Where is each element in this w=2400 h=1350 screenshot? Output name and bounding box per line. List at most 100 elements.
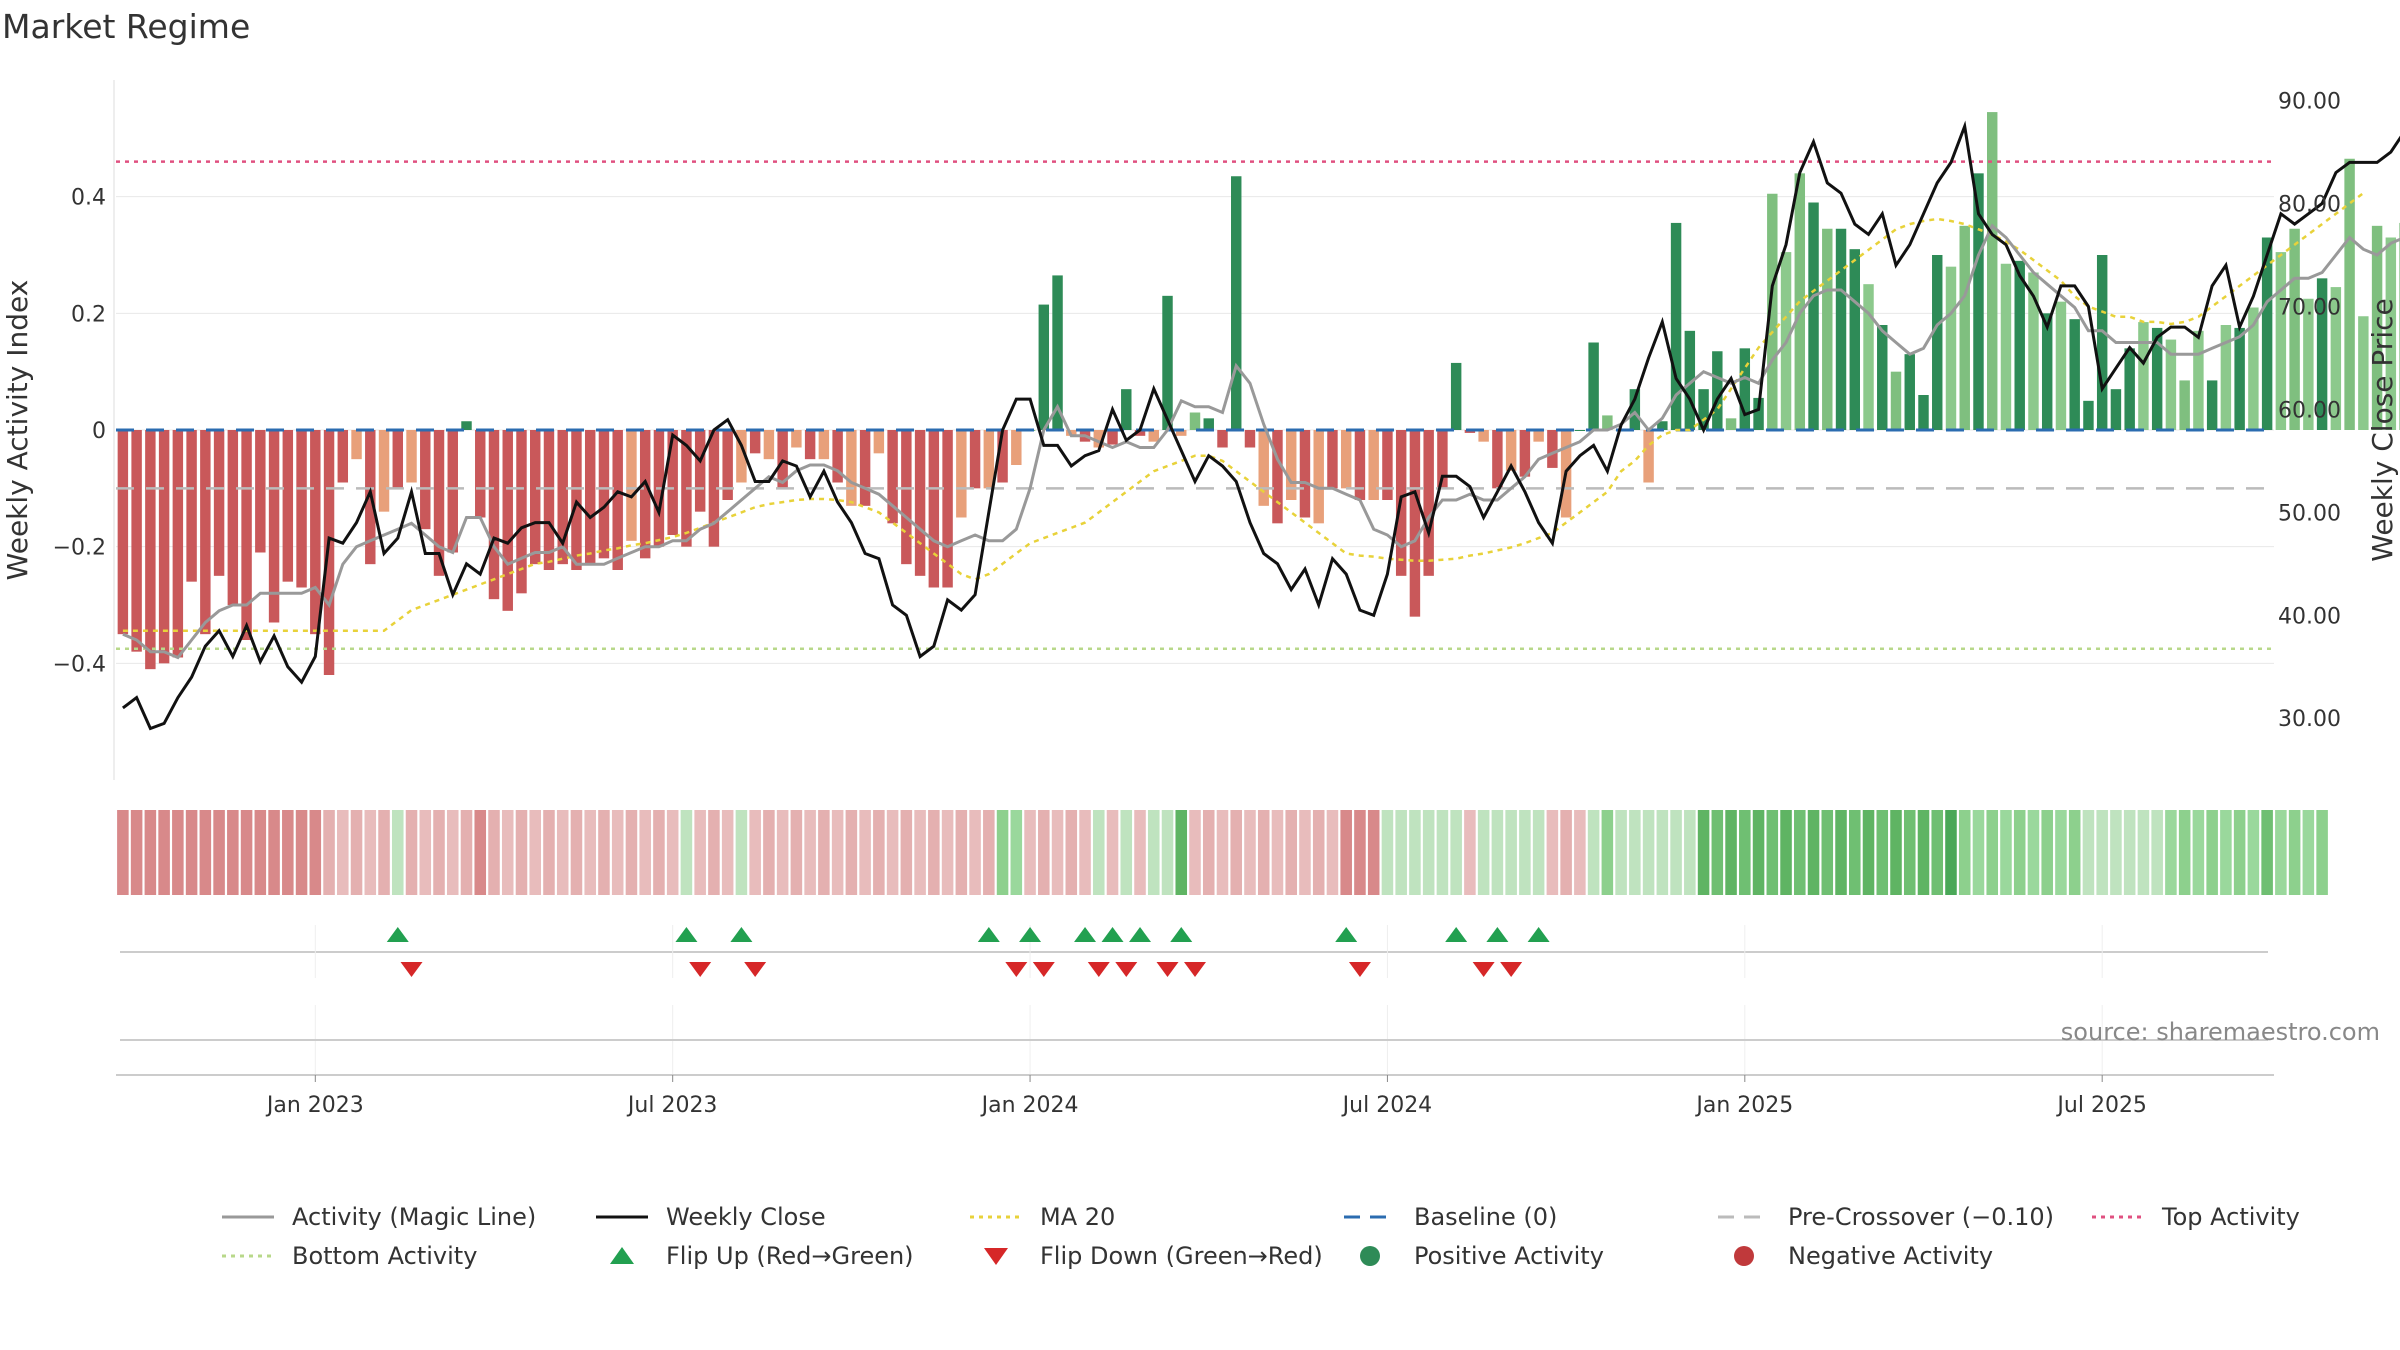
activity-bar bbox=[2124, 348, 2135, 430]
regime-cell bbox=[1766, 810, 1779, 895]
flip-up-marker bbox=[1486, 927, 1509, 942]
regime-cell bbox=[1051, 810, 1064, 895]
activity-bar bbox=[859, 430, 871, 506]
regime-cell bbox=[1656, 810, 1669, 895]
regime-cell bbox=[1848, 810, 1861, 895]
y-right-tick-label: 60.00 bbox=[2278, 398, 2341, 423]
legend-label: Flip Up (Red→Green) bbox=[666, 1242, 914, 1270]
activity-bar bbox=[914, 430, 926, 576]
regime-cell bbox=[199, 810, 212, 895]
regime-cell bbox=[350, 810, 363, 895]
activity-bar bbox=[557, 430, 568, 565]
regime-cell bbox=[1395, 810, 1407, 895]
regime-cell bbox=[1629, 810, 1641, 895]
activity-bar bbox=[694, 430, 706, 512]
regime-cell bbox=[1120, 810, 1133, 895]
flip-down-marker bbox=[744, 962, 767, 977]
activity-bar bbox=[1822, 228, 1833, 430]
regime-cell bbox=[2082, 810, 2095, 895]
activity-bar bbox=[2385, 237, 2397, 430]
legend-label: Bottom Activity bbox=[292, 1242, 477, 1270]
flip-down-marker bbox=[1115, 962, 1138, 977]
flip-up-marker bbox=[675, 927, 698, 942]
activity-bar bbox=[1986, 112, 1998, 430]
activity-bar bbox=[2138, 322, 2149, 430]
y-left-tick-label: −0.2 bbox=[53, 536, 106, 561]
y-left-tick-label: 0 bbox=[92, 419, 106, 444]
activity-bar bbox=[1189, 412, 1201, 430]
regime-cell bbox=[611, 810, 624, 895]
activity-bar bbox=[1547, 430, 1558, 468]
flip-up-marker bbox=[730, 927, 753, 942]
regime-cell bbox=[2220, 810, 2232, 895]
regime-cell bbox=[969, 810, 981, 895]
legend-label: Flip Down (Green→Red) bbox=[1040, 1242, 1323, 1270]
regime-cell bbox=[1972, 810, 1985, 895]
regime-cell bbox=[1931, 810, 1944, 895]
activity-bar bbox=[392, 430, 404, 489]
flip-down-marker bbox=[1156, 962, 1179, 977]
activity-bar bbox=[887, 430, 898, 524]
activity-bar bbox=[1272, 430, 1283, 524]
activity-bar bbox=[213, 430, 225, 576]
activity-bar bbox=[2041, 313, 2053, 430]
regime-cell bbox=[501, 810, 514, 895]
regime-cell bbox=[158, 810, 170, 895]
regime-cell bbox=[584, 810, 596, 895]
legend-label: Weekly Close bbox=[666, 1203, 826, 1231]
regime-cell bbox=[1464, 810, 1476, 895]
regime-cell bbox=[1299, 810, 1311, 895]
regime-cell bbox=[1477, 810, 1490, 895]
flip-up-marker bbox=[386, 927, 409, 942]
regime-cell bbox=[1835, 810, 1847, 895]
activity-bar bbox=[584, 430, 596, 565]
regime-cell bbox=[1560, 810, 1572, 895]
flip-up-marker bbox=[1445, 927, 1468, 942]
legend-label: Positive Activity bbox=[1414, 1242, 1604, 1270]
activity-bar bbox=[1299, 430, 1311, 518]
activity-bar bbox=[1767, 193, 1778, 430]
activity-bar bbox=[433, 430, 445, 576]
regime-cell bbox=[1271, 810, 1284, 895]
activity-bar bbox=[516, 430, 527, 594]
activity-bar bbox=[1932, 255, 1943, 430]
activity-bar bbox=[1368, 430, 1379, 500]
x-tick-label: Jul 2023 bbox=[626, 1093, 718, 1118]
legend-item: Pre-Crossover (−0.10) bbox=[1718, 1203, 2054, 1231]
activity-bar bbox=[1945, 266, 1957, 430]
regime-cell bbox=[460, 810, 473, 895]
legend: Activity (Magic Line) Weekly Close MA 20 Ba… bbox=[222, 1203, 2300, 1270]
activity-bar bbox=[337, 430, 349, 483]
activity-bar bbox=[1340, 430, 1352, 489]
activity-bar bbox=[1670, 222, 1682, 430]
activity-bar bbox=[2316, 278, 2328, 430]
activity-bar bbox=[488, 430, 500, 600]
regime-cell bbox=[941, 810, 954, 895]
activity-bar bbox=[461, 421, 472, 430]
series-lines bbox=[121, 120, 2400, 731]
flip-down-marker bbox=[1500, 962, 1523, 977]
regime-cell bbox=[1684, 810, 1696, 895]
regime-cell bbox=[130, 810, 143, 895]
regime-cell bbox=[1202, 810, 1215, 895]
regime-cell bbox=[570, 810, 583, 895]
regime-strip bbox=[117, 810, 2328, 895]
activity-bar bbox=[1313, 430, 1324, 524]
y-axis-left-label: Weekly Activity Index bbox=[1, 280, 34, 581]
activity-magic-line bbox=[122, 223, 2400, 660]
activity-bar bbox=[2275, 252, 2287, 430]
activity-bar bbox=[708, 430, 720, 547]
activity-bar bbox=[543, 430, 555, 570]
x-tick-label: Jan 2024 bbox=[980, 1093, 1079, 1118]
regime-cell bbox=[735, 810, 748, 895]
activity-bar bbox=[1327, 430, 1338, 489]
activity-bar bbox=[1121, 389, 1132, 430]
regime-cell bbox=[240, 810, 253, 895]
activity-bar bbox=[1574, 430, 1586, 431]
regime-cell bbox=[1230, 810, 1243, 895]
regime-cell bbox=[928, 810, 940, 895]
activity-bar bbox=[804, 430, 816, 460]
activity-bar bbox=[172, 430, 184, 658]
regime-cell bbox=[2302, 810, 2315, 895]
activity-bar bbox=[2344, 158, 2355, 430]
